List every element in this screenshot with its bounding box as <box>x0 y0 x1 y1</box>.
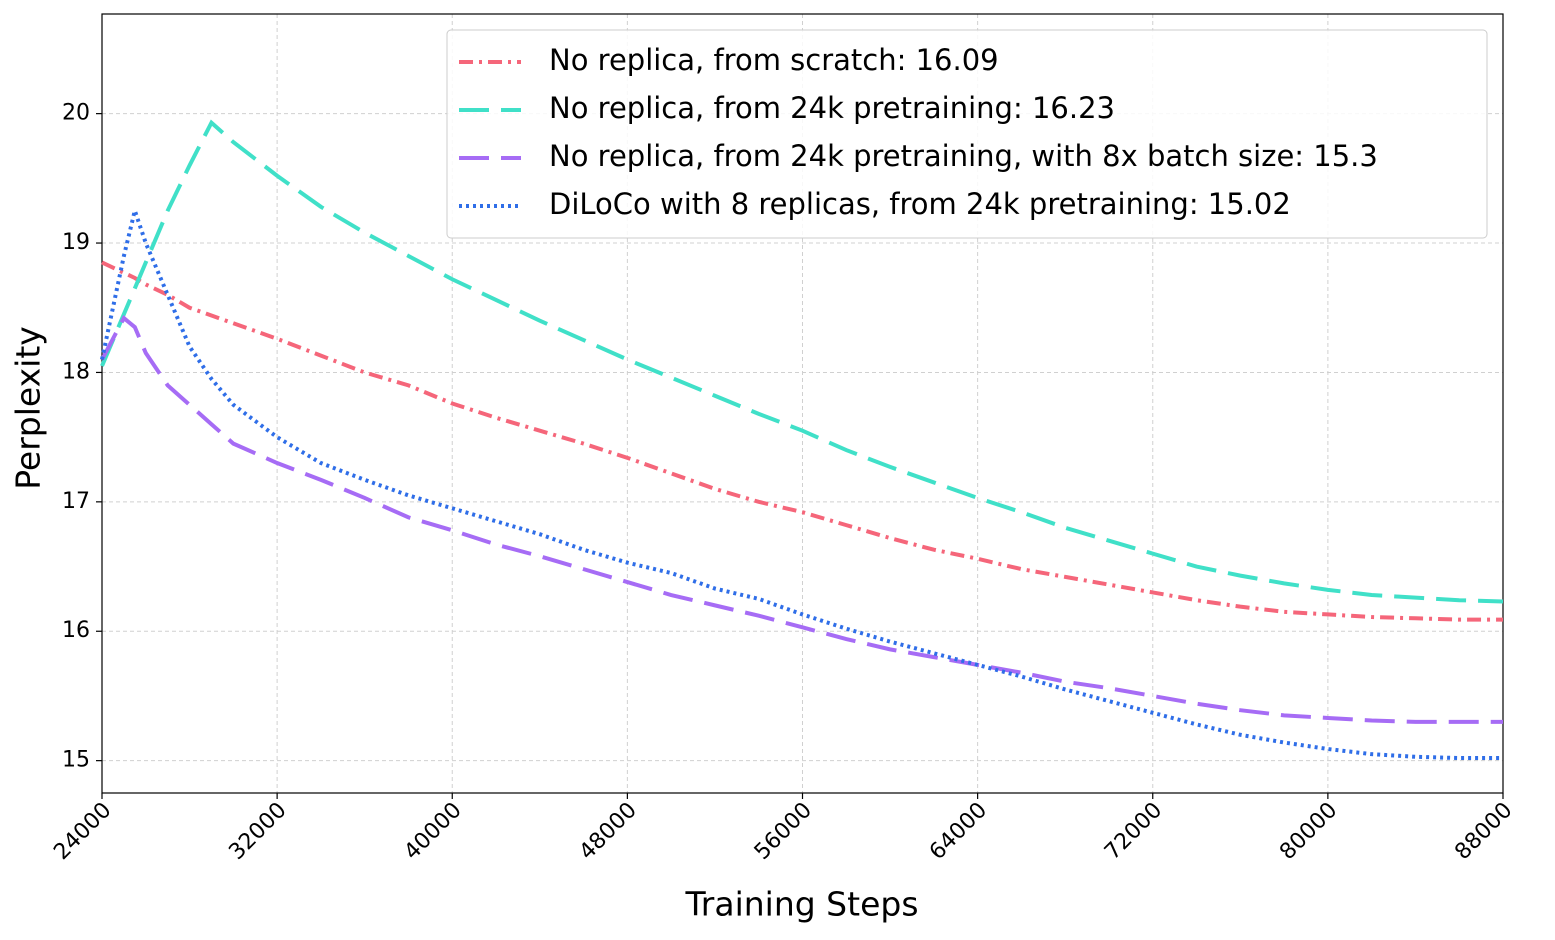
plot-frame <box>101 13 1504 794</box>
y-tick-label: 15 <box>62 748 90 773</box>
legend-label: No replica, from 24k pretraining: 16.23 <box>549 91 1115 125</box>
legend-box <box>446 29 1488 239</box>
legend-label: No replica, from 24k pretraining, with 8… <box>549 139 1378 173</box>
x-axis-label: Training Steps <box>684 885 918 924</box>
series-line <box>101 260 1503 622</box>
y-tick-label: 16 <box>62 618 90 643</box>
x-tick-label: 56000 <box>750 798 817 865</box>
series-line <box>100 314 1503 724</box>
y-tick-label: 17 <box>62 489 90 514</box>
x-tick-label: 32000 <box>224 798 291 865</box>
series-line <box>100 119 1504 604</box>
x-tick-label: 80000 <box>1275 798 1342 865</box>
y-axis-label: Perplexity <box>9 326 48 490</box>
legend-label: No replica, from scratch: 16.09 <box>549 43 999 77</box>
x-tick-label: 24000 <box>49 798 116 865</box>
x-tick-label: 64000 <box>925 798 992 865</box>
series-line <box>100 203 1503 761</box>
x-tick-label: 48000 <box>575 798 642 865</box>
legend-label: DiLoCo with 8 replicas, from 24k pretrai… <box>549 187 1291 221</box>
y-tick-label: 19 <box>62 230 90 255</box>
y-tick-label: 18 <box>62 359 90 384</box>
x-tick-label: 40000 <box>400 798 467 865</box>
y-tick-label: 20 <box>62 101 90 126</box>
x-tick-label: 72000 <box>1100 798 1167 865</box>
x-tick-label: 88000 <box>1450 798 1517 865</box>
